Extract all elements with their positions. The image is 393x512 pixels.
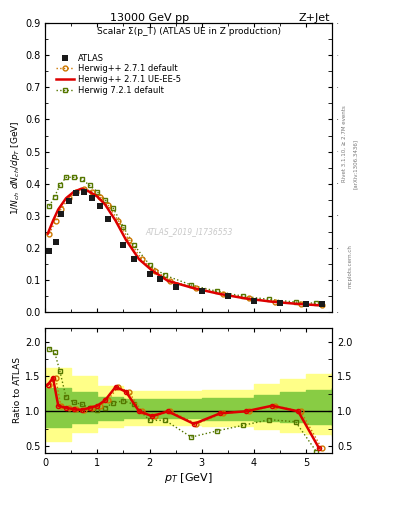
Text: Z+Jet: Z+Jet	[299, 13, 330, 23]
Point	[53, 238, 59, 246]
Point	[105, 215, 111, 223]
Point	[66, 197, 72, 205]
Point	[251, 297, 257, 305]
Point	[46, 247, 53, 255]
Point	[303, 300, 309, 308]
X-axis label: $p_T\ [\mathrm{GeV}]$: $p_T\ [\mathrm{GeV}]$	[164, 471, 213, 485]
Point	[173, 283, 179, 291]
Y-axis label: Ratio to ATLAS: Ratio to ATLAS	[13, 357, 22, 423]
Point	[146, 270, 152, 278]
Point	[318, 300, 325, 308]
Point	[58, 210, 64, 219]
Point	[89, 194, 95, 202]
Text: mcplots.cern.ch: mcplots.cern.ch	[347, 244, 352, 288]
Text: Rivet 3.1.10, ≥ 2.7M events: Rivet 3.1.10, ≥ 2.7M events	[342, 105, 346, 182]
Text: [arXiv:1306.3436]: [arXiv:1306.3436]	[353, 139, 358, 189]
Point	[120, 241, 127, 249]
Text: Scalar Σ(p_T) (ATLAS UE in Z production): Scalar Σ(p_T) (ATLAS UE in Z production)	[97, 27, 281, 36]
Text: ATLAS_2019_I1736553: ATLAS_2019_I1736553	[145, 227, 232, 236]
Point	[198, 287, 205, 295]
Y-axis label: $1/N_{ch}\ dN_{ch}/dp_T\ [\mathrm{GeV}]$: $1/N_{ch}\ dN_{ch}/dp_T\ [\mathrm{GeV}]$	[9, 120, 22, 215]
Legend: ATLAS, Herwig++ 2.7.1 default, Herwig++ 2.7.1 UE-EE-5, Herwig 7.2.1 default: ATLAS, Herwig++ 2.7.1 default, Herwig++ …	[52, 50, 184, 98]
Point	[277, 299, 283, 307]
Point	[157, 274, 163, 283]
Point	[81, 188, 88, 196]
Text: 13000 GeV pp: 13000 GeV pp	[110, 13, 189, 23]
Point	[131, 255, 137, 263]
Point	[97, 202, 103, 210]
Point	[73, 189, 80, 198]
Point	[225, 292, 231, 301]
